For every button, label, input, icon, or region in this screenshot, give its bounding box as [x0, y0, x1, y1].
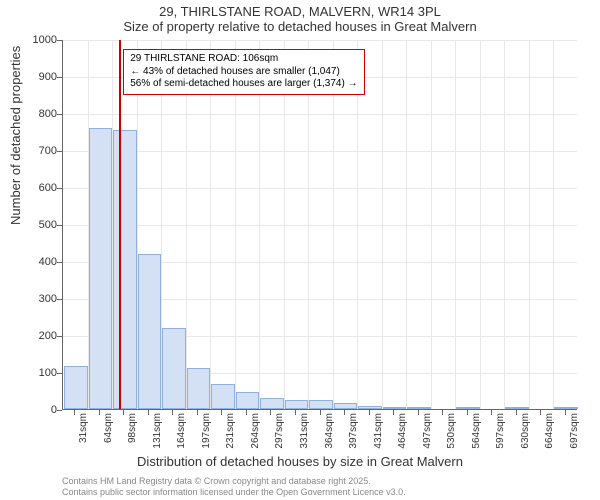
footer-line1: Contains HM Land Registry data © Crown c…	[62, 476, 406, 486]
histogram-bar	[162, 328, 186, 409]
histogram-bar	[260, 398, 284, 409]
x-tick-label: 131sqm	[152, 413, 163, 449]
histogram-bar	[505, 407, 529, 409]
histogram-bar	[113, 130, 137, 409]
histogram-bar	[358, 406, 382, 409]
y-tick-label: 800	[17, 108, 57, 120]
histogram-bar	[89, 128, 113, 409]
y-tick-label: 0	[17, 404, 57, 416]
x-tick-label: 697sqm	[569, 413, 580, 449]
y-tick-label: 600	[17, 182, 57, 194]
histogram-bar	[407, 407, 431, 409]
property-marker-line	[119, 40, 121, 409]
chart-title-subtitle: Size of property relative to detached ho…	[0, 19, 600, 36]
x-tick-label: 497sqm	[422, 413, 433, 449]
histogram-bar	[285, 400, 309, 409]
y-tick-label: 200	[17, 330, 57, 342]
plot-area: 29 THIRLSTANE ROAD: 106sqm ← 43% of deta…	[62, 40, 577, 410]
annotation-line3: 56% of semi-detached houses are larger (…	[130, 78, 357, 91]
histogram-bar	[64, 366, 88, 409]
chart-plot-wrap: 29 THIRLSTANE ROAD: 106sqm ← 43% of deta…	[62, 40, 577, 410]
histogram-bar	[211, 384, 235, 409]
histogram-bar	[309, 400, 333, 409]
x-tick-label: 264sqm	[250, 413, 261, 449]
x-tick-label: 297sqm	[274, 413, 285, 449]
x-tick-label: 98sqm	[127, 413, 138, 443]
chart-container: 29, THIRLSTANE ROAD, MALVERN, WR14 3PL S…	[0, 0, 600, 500]
x-tick-label: 664sqm	[544, 413, 555, 449]
x-tick-label: 197sqm	[201, 413, 212, 449]
histogram-bar	[334, 403, 358, 409]
x-tick-label: 231sqm	[225, 413, 236, 449]
x-tick-label: 397sqm	[348, 413, 359, 449]
histogram-bar	[456, 407, 480, 409]
y-tick-label: 300	[17, 293, 57, 305]
y-tick-label: 1000	[17, 34, 57, 46]
x-tick-label: 64sqm	[103, 413, 114, 443]
y-tick-label: 500	[17, 219, 57, 231]
x-tick-label: 331sqm	[299, 413, 310, 449]
y-tick-label: 400	[17, 256, 57, 268]
chart-title-address: 29, THIRLSTANE ROAD, MALVERN, WR14 3PL	[0, 0, 600, 19]
footer-line2: Contains public sector information licen…	[62, 487, 406, 497]
x-tick-label: 630sqm	[520, 413, 531, 449]
histogram-bar	[138, 254, 162, 409]
x-tick-label: 364sqm	[324, 413, 335, 449]
annotation-line1: 29 THIRLSTANE ROAD: 106sqm	[130, 53, 357, 66]
histogram-bar	[383, 407, 407, 409]
annotation-line2: ← 43% of detached houses are smaller (1,…	[130, 66, 357, 79]
histogram-bar	[554, 407, 578, 409]
x-tick-label: 431sqm	[373, 413, 384, 449]
x-axis-label: Distribution of detached houses by size …	[0, 454, 600, 469]
x-tick-label: 31sqm	[78, 413, 89, 443]
y-tick-label: 900	[17, 71, 57, 83]
x-tick-label: 464sqm	[397, 413, 408, 449]
x-tick-label: 164sqm	[176, 413, 187, 449]
x-tick-label: 597sqm	[495, 413, 506, 449]
annotation-box: 29 THIRLSTANE ROAD: 106sqm ← 43% of deta…	[123, 49, 364, 95]
y-tick-label: 100	[17, 367, 57, 379]
x-tick-label: 564sqm	[471, 413, 482, 449]
y-tick-label: 700	[17, 145, 57, 157]
footer-attribution: Contains HM Land Registry data © Crown c…	[62, 476, 406, 497]
histogram-bar	[187, 368, 211, 409]
bars-layer	[63, 40, 577, 409]
x-tick-label: 530sqm	[446, 413, 457, 449]
histogram-bar	[236, 392, 260, 409]
